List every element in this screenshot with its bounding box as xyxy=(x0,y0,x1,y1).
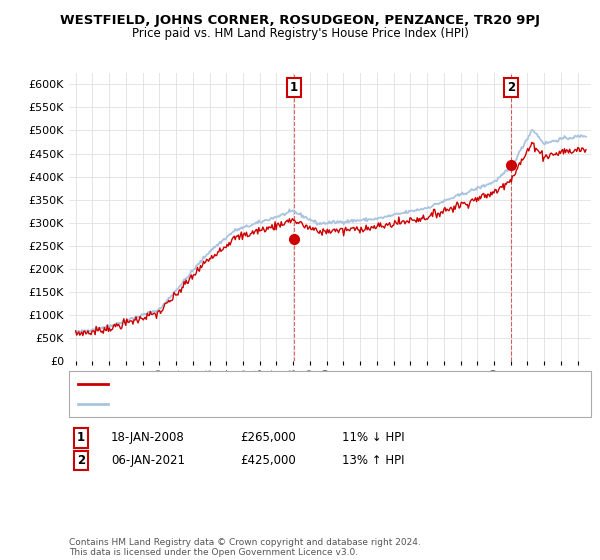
Text: WESTFIELD, JOHNS CORNER, ROSUDGEON, PENZANCE, TR20 9PJ: WESTFIELD, JOHNS CORNER, ROSUDGEON, PENZ… xyxy=(60,14,540,27)
Text: 1: 1 xyxy=(290,81,298,94)
Text: 1: 1 xyxy=(77,431,85,445)
Text: £265,000: £265,000 xyxy=(240,431,296,445)
Text: 2: 2 xyxy=(507,81,515,94)
Text: WESTFIELD, JOHNS CORNER, ROSUDGEON, PENZANCE, TR20 9PJ (detached house): WESTFIELD, JOHNS CORNER, ROSUDGEON, PENZ… xyxy=(114,379,545,389)
Text: 2: 2 xyxy=(77,454,85,467)
Text: £425,000: £425,000 xyxy=(240,454,296,467)
Text: 11% ↓ HPI: 11% ↓ HPI xyxy=(342,431,404,445)
Text: 06-JAN-2021: 06-JAN-2021 xyxy=(111,454,185,467)
Text: Price paid vs. HM Land Registry's House Price Index (HPI): Price paid vs. HM Land Registry's House … xyxy=(131,27,469,40)
Text: 18-JAN-2008: 18-JAN-2008 xyxy=(111,431,185,445)
Text: 13% ↑ HPI: 13% ↑ HPI xyxy=(342,454,404,467)
Text: HPI: Average price, detached house, Cornwall: HPI: Average price, detached house, Corn… xyxy=(114,399,352,409)
Text: Contains HM Land Registry data © Crown copyright and database right 2024.
This d: Contains HM Land Registry data © Crown c… xyxy=(69,538,421,557)
